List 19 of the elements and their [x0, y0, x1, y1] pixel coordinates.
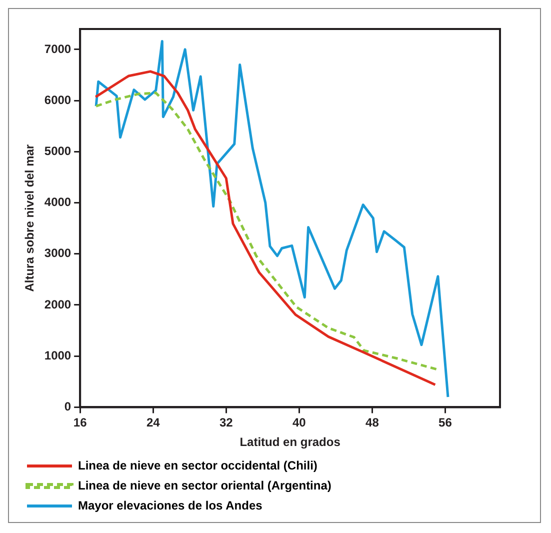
x-tick-label: 32 [219, 416, 234, 430]
x-tick-label: 24 [146, 416, 160, 430]
x-tick-label: 16 [73, 416, 88, 430]
x-tick-label: 40 [292, 416, 306, 430]
y-tick-label: 6000 [44, 92, 72, 107]
x-tick-label: 56 [438, 416, 452, 430]
y-axis-title: Altura sobre nivel del mar [22, 144, 37, 292]
y-tick-label: 2000 [44, 297, 72, 312]
legend-label: Mayor elevaciones de los Andes [78, 498, 263, 512]
legend-label: Linea de nieve en sector occidental (Chili) [78, 458, 318, 472]
y-tick-label: 5000 [44, 144, 72, 158]
x-tick-label: 48 [366, 416, 380, 430]
legend-label: Linea de nieve en sector oriental (Argentina) [78, 478, 332, 492]
y-tick-label: 1000 [44, 348, 72, 362]
y-tick-label: 0 [64, 400, 72, 414]
y-tick-label: 7000 [44, 42, 72, 56]
y-tick-label: 3000 [44, 246, 72, 260]
x-axis-title: Latitud en grados [240, 435, 341, 450]
y-tick-label: 4000 [44, 195, 72, 210]
